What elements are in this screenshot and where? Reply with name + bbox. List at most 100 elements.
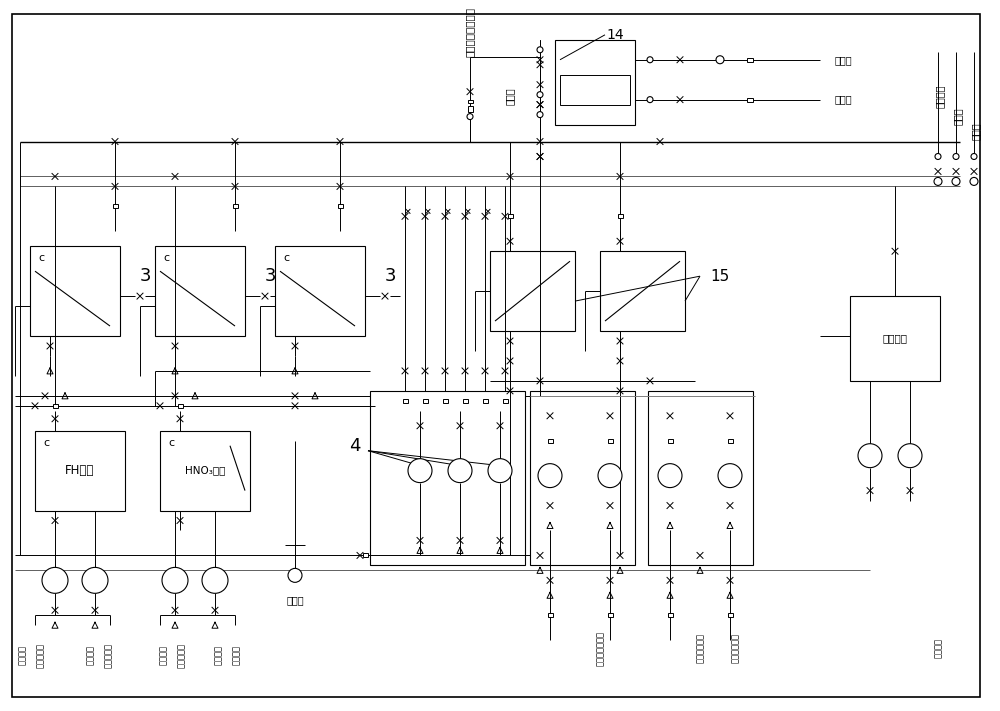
Bar — [35, 431, 125, 510]
Circle shape — [537, 47, 543, 53]
Circle shape — [647, 97, 653, 102]
Bar — [462, 399, 468, 403]
Circle shape — [935, 154, 941, 159]
Text: 生活水: 生活水 — [971, 123, 981, 140]
Circle shape — [898, 444, 922, 468]
Bar — [160, 431, 250, 510]
Bar — [52, 404, 58, 408]
Circle shape — [658, 464, 682, 488]
Bar — [402, 399, 408, 403]
Bar — [338, 204, 342, 208]
Text: 来自酸洗线的废酸: 来自酸洗线的废酸 — [465, 7, 475, 57]
Bar — [608, 439, 612, 443]
Circle shape — [858, 444, 882, 468]
Bar — [668, 439, 672, 443]
Text: c: c — [283, 253, 289, 263]
Bar — [508, 214, 512, 218]
Circle shape — [538, 464, 562, 488]
Text: 15: 15 — [710, 269, 730, 284]
Bar — [600, 251, 685, 331]
Bar — [442, 399, 448, 403]
Text: 排气系统: 排气系统 — [934, 638, 942, 658]
Bar — [112, 204, 118, 208]
Text: 3: 3 — [139, 267, 151, 285]
Text: c: c — [163, 253, 169, 263]
Bar — [560, 75, 630, 105]
Text: 再生酸进酸线: 再生酸进酸线 — [730, 634, 740, 663]
Text: 再生酸: 再生酸 — [505, 88, 515, 105]
Text: 外购氟氟酸: 外购氟氟酸 — [176, 643, 186, 668]
Circle shape — [202, 567, 228, 593]
Bar — [668, 614, 672, 617]
Bar — [850, 296, 940, 381]
Bar — [747, 97, 753, 102]
Text: c: c — [38, 253, 44, 263]
Bar — [728, 439, 732, 443]
Text: 冷却水: 冷却水 — [835, 95, 853, 105]
Circle shape — [970, 178, 978, 186]
Bar — [530, 391, 635, 565]
Text: 排气系统: 排气系统 — [935, 85, 945, 108]
Bar — [370, 391, 525, 565]
Circle shape — [647, 57, 653, 63]
Bar — [618, 214, 622, 218]
Text: c: c — [43, 438, 49, 448]
Text: FH酸罐: FH酸罐 — [65, 464, 95, 477]
Bar — [422, 399, 428, 403]
Bar — [555, 40, 635, 124]
Bar — [548, 439, 552, 443]
Circle shape — [953, 154, 959, 159]
Bar — [468, 100, 473, 103]
Circle shape — [934, 178, 942, 186]
Text: 去酸洗线: 去酸洗线 — [158, 645, 168, 665]
Circle shape — [42, 567, 68, 593]
Circle shape — [448, 459, 472, 483]
Bar — [608, 614, 612, 617]
Text: 外购氟氟酸: 外购氟氟酸 — [36, 643, 44, 668]
Text: 去酸洗线: 去酸洗线 — [214, 645, 222, 665]
Text: 3: 3 — [264, 267, 276, 285]
Circle shape — [82, 567, 108, 593]
Bar — [232, 204, 238, 208]
Circle shape — [162, 567, 188, 593]
Text: 3: 3 — [384, 267, 396, 285]
Bar — [482, 399, 488, 403]
Circle shape — [716, 55, 724, 64]
Bar — [362, 553, 368, 557]
Circle shape — [952, 178, 960, 186]
Bar — [490, 251, 575, 331]
Text: 去酸洗线: 去酸洗线 — [18, 645, 26, 665]
Text: 生活水: 生活水 — [286, 595, 304, 605]
Circle shape — [537, 112, 543, 117]
Text: 外购硫酸: 外购硫酸 — [232, 645, 240, 665]
Bar — [275, 246, 365, 336]
Bar — [728, 614, 732, 617]
Text: 飘洗水: 飘洗水 — [953, 108, 963, 125]
Bar — [503, 399, 508, 403]
Text: 外购氟氟酸: 外购氟氟酸 — [104, 643, 112, 668]
Text: 冷却水: 冷却水 — [835, 55, 853, 65]
Bar — [747, 58, 753, 62]
Text: 飘洗水罐: 飘洗水罐 — [883, 333, 908, 343]
Circle shape — [467, 114, 473, 119]
Circle shape — [598, 464, 622, 488]
Circle shape — [488, 459, 512, 483]
Circle shape — [408, 459, 432, 483]
Text: HNO₃酸罐: HNO₃酸罐 — [185, 466, 225, 476]
Text: c: c — [168, 438, 174, 448]
Circle shape — [288, 568, 302, 582]
Text: 去酸洗线: 去酸洗线 — [86, 645, 94, 665]
Text: 再生酸进酸线: 再生酸进酸线 — [696, 634, 704, 663]
Bar — [178, 404, 182, 408]
Bar — [468, 106, 473, 112]
Bar — [155, 246, 245, 336]
Text: 14: 14 — [606, 28, 624, 42]
Text: 废酸去再生系统: 废酸去再生系统 — [596, 631, 604, 665]
Circle shape — [971, 154, 977, 159]
Bar — [30, 246, 120, 336]
Circle shape — [718, 464, 742, 488]
Bar — [648, 391, 753, 565]
Bar — [548, 614, 552, 617]
Text: 4: 4 — [349, 437, 361, 455]
Circle shape — [537, 92, 543, 97]
